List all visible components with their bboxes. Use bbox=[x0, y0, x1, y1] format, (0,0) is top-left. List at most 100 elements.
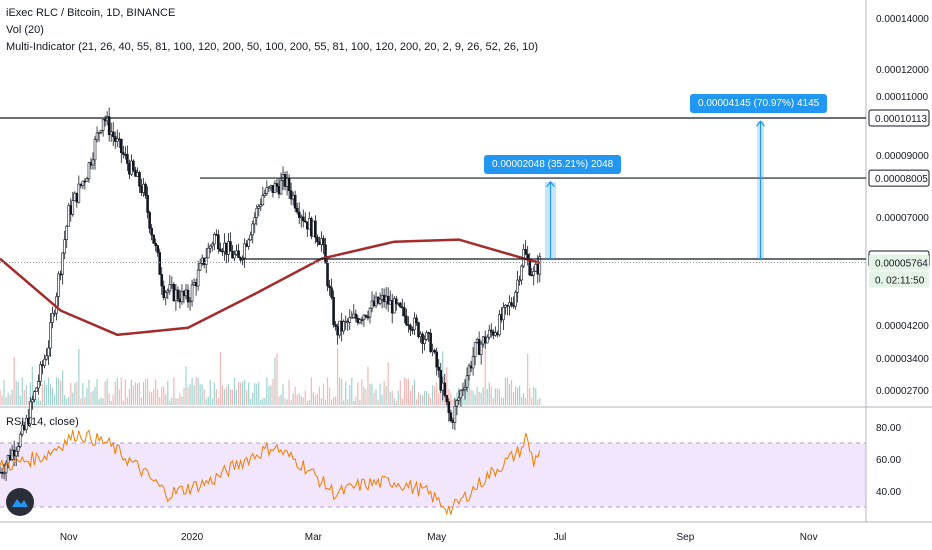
volume-bar bbox=[78, 348, 80, 405]
candle-body bbox=[231, 250, 234, 259]
candle-body bbox=[433, 349, 436, 353]
candle-body bbox=[306, 221, 309, 230]
volume-bar bbox=[70, 382, 72, 405]
candle-body bbox=[29, 401, 32, 424]
candle-body bbox=[512, 304, 515, 307]
candle-body bbox=[459, 390, 463, 399]
candle-body bbox=[275, 183, 279, 187]
candle-body bbox=[318, 241, 321, 245]
candle-body bbox=[295, 207, 299, 213]
volume-bar bbox=[179, 393, 181, 405]
volume-bar bbox=[535, 388, 537, 405]
candle-body bbox=[277, 186, 281, 195]
candle-body bbox=[223, 242, 226, 252]
candle-body bbox=[122, 152, 125, 155]
volume-bar bbox=[221, 385, 223, 405]
volume-legend[interactable]: Vol (20) bbox=[6, 24, 44, 36]
time-tick-label: May bbox=[427, 532, 446, 543]
volume-bar bbox=[41, 384, 44, 405]
price-tag: 0.00010113 bbox=[868, 109, 930, 127]
volume-bar bbox=[177, 398, 179, 405]
candle-body bbox=[107, 116, 111, 136]
volume-bar bbox=[462, 398, 464, 405]
candle-body bbox=[443, 382, 447, 396]
volume-bar bbox=[537, 399, 539, 405]
volume-bar bbox=[1, 395, 3, 405]
volume-bar bbox=[312, 392, 314, 405]
candle-body bbox=[134, 169, 137, 177]
candle-body bbox=[431, 349, 434, 353]
volume-bar bbox=[472, 390, 474, 405]
candle-body bbox=[374, 296, 378, 306]
price-tick-label: 0.00014000 bbox=[876, 14, 929, 25]
time-tick-label: Mar bbox=[305, 532, 323, 543]
time-axis[interactable]: Nov 2020 Mar May Jul Sep Nov bbox=[60, 532, 818, 543]
candle-body bbox=[190, 284, 194, 302]
price-tick-label: 0.00012000 bbox=[876, 65, 929, 76]
candle-body bbox=[500, 314, 503, 321]
volume-bar bbox=[203, 389, 205, 405]
volume-bar bbox=[341, 379, 343, 405]
volume-bar bbox=[114, 381, 116, 405]
volume-bar bbox=[90, 392, 92, 405]
candle-body bbox=[312, 220, 315, 237]
rsi-legend[interactable]: RSI (14, close) bbox=[6, 416, 79, 428]
volume-bar bbox=[379, 383, 381, 405]
volume-bar bbox=[369, 384, 371, 405]
rsi-tick-label: 80.00 bbox=[876, 423, 901, 434]
volume-bar bbox=[466, 382, 468, 405]
candle-body bbox=[77, 183, 81, 203]
volume-bar bbox=[389, 392, 391, 405]
measure-callout-1[interactable]: 0.00002048 (35.21%) 2048 bbox=[484, 154, 622, 174]
candle-body bbox=[473, 342, 477, 357]
volume-bar bbox=[328, 387, 331, 405]
candle-body bbox=[180, 291, 184, 303]
volume-bar bbox=[288, 380, 290, 405]
volume-bar bbox=[51, 388, 54, 405]
volume-bar bbox=[480, 392, 482, 405]
volume-bar bbox=[120, 377, 122, 405]
candle-body bbox=[419, 333, 422, 337]
candle-body bbox=[146, 195, 149, 213]
measurement-tools[interactable] bbox=[545, 120, 765, 260]
candle-body bbox=[320, 238, 323, 245]
candle-body bbox=[89, 162, 93, 166]
horizontal-levels[interactable] bbox=[0, 117, 866, 260]
candle-body bbox=[429, 332, 432, 353]
volume-bar bbox=[248, 382, 250, 405]
candle-body bbox=[65, 225, 69, 240]
candle-body bbox=[8, 455, 12, 460]
volume-bar bbox=[430, 398, 432, 405]
candle-body bbox=[494, 332, 497, 336]
rsi-tick-label: 40.00 bbox=[876, 487, 901, 498]
price-axis[interactable]: 0.00014000 0.00012000 0.00011000 0.00009000… bbox=[876, 14, 929, 397]
volume-bar bbox=[527, 353, 529, 405]
volume-bar bbox=[290, 400, 292, 405]
volume-bar bbox=[401, 398, 403, 405]
candle-body bbox=[407, 324, 410, 326]
volume-bar bbox=[274, 357, 276, 405]
time-tick-label: Nov bbox=[60, 532, 78, 543]
volume-bar bbox=[23, 389, 25, 405]
candle-body bbox=[308, 218, 311, 230]
price-tick-label: 0.00009000 bbox=[876, 151, 929, 162]
tradingview-logo-icon[interactable] bbox=[6, 488, 34, 516]
candle-body bbox=[514, 292, 517, 307]
volume-bar bbox=[187, 386, 189, 405]
volume-bar bbox=[357, 382, 359, 405]
volume-bar bbox=[227, 383, 230, 405]
volume-bar bbox=[197, 378, 199, 405]
candle-body bbox=[168, 284, 172, 292]
volume-bar bbox=[31, 366, 33, 405]
candle-body bbox=[437, 366, 441, 371]
chart-title[interactable]: iExec RLC / Bitcoin, 1D, BINANCE bbox=[6, 7, 176, 19]
rsi-tick-label: 60.00 bbox=[876, 455, 901, 466]
candle-body bbox=[245, 243, 248, 247]
measure-callout-2[interactable]: 0.00004145 (70.97%) 4145 bbox=[690, 94, 828, 114]
candle-body bbox=[403, 307, 406, 317]
candle-body bbox=[178, 298, 182, 303]
candle-body bbox=[103, 119, 107, 122]
multi-indicator-legend[interactable]: Multi-Indicator (21, 26, 40, 55, 81, 100… bbox=[6, 41, 539, 53]
candle-body bbox=[130, 160, 133, 175]
